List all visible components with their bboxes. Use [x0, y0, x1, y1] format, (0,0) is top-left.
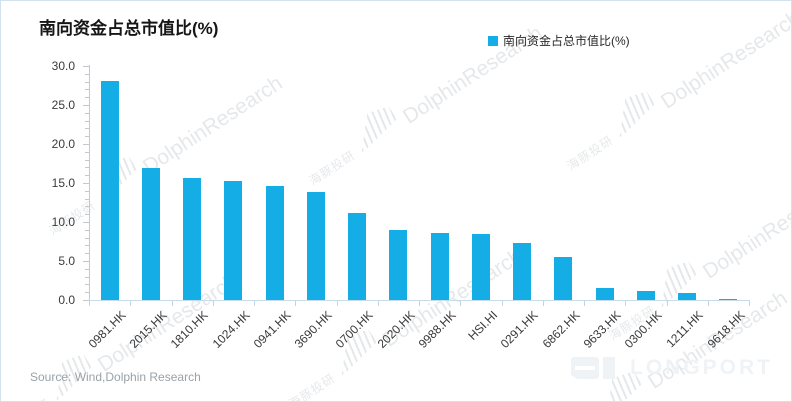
y-axis-minor-tick — [85, 237, 89, 239]
bar-0291.HK[interactable] — [513, 243, 532, 300]
y-axis-minor-tick — [85, 167, 89, 169]
x-axis-category-label: 9633.HK — [580, 308, 624, 351]
y-axis-tick-label: 20.0 — [51, 137, 75, 151]
y-axis-major-tick — [83, 300, 89, 301]
y-axis-minor-tick — [85, 89, 89, 91]
bar-6862.HK[interactable] — [554, 257, 573, 300]
x-axis-category-label: 0981.HK — [85, 308, 129, 351]
y-axis-minor-tick — [85, 268, 89, 270]
bar-1810.HK[interactable] — [183, 178, 202, 300]
y-axis-tick-label: 30.0 — [51, 59, 75, 73]
x-axis-tick — [295, 301, 297, 306]
longport-logo-icon — [571, 355, 617, 381]
y-axis-minor-tick — [85, 159, 89, 161]
bar-0300.HK[interactable] — [636, 291, 655, 300]
bar-2015.HK[interactable] — [141, 168, 160, 300]
bar-3690.HK[interactable] — [306, 192, 325, 300]
x-axis-category-label: 0941.HK — [250, 308, 294, 351]
x-axis-tick — [666, 301, 668, 306]
bar-0981.HK[interactable] — [100, 81, 119, 300]
y-axis-minor-tick — [85, 198, 89, 200]
x-axis-tick — [254, 301, 255, 306]
legend-swatch-icon — [488, 35, 498, 46]
bar-1211.HK[interactable] — [678, 293, 697, 300]
x-axis-tick — [89, 301, 90, 306]
y-axis-major-tick — [83, 105, 89, 106]
x-axis-tick — [749, 301, 750, 306]
x-axis-line — [89, 300, 750, 301]
bar-9633.HK[interactable] — [595, 288, 614, 300]
y-axis-minor-tick — [85, 136, 89, 138]
y-axis-tick-label: 10.0 — [51, 215, 75, 229]
y-axis-major-tick — [83, 66, 89, 67]
y-axis-tick-label: 15.0 — [51, 176, 75, 190]
y-axis-tick-label: 25.0 — [51, 98, 75, 112]
longport-wordmark: LONGPORT — [630, 356, 773, 379]
y-axis-minor-tick — [85, 253, 89, 255]
y-axis-tick-label: 0.0 — [58, 293, 75, 307]
source-note: Source: Wind,Dolphin Research — [30, 370, 201, 384]
x-axis-tick — [584, 301, 585, 306]
x-axis-category-label: 0291.HK — [498, 308, 542, 351]
bar-0941.HK[interactable] — [265, 186, 284, 300]
y-axis-minor-tick — [85, 284, 89, 286]
bar-9618.HK[interactable] — [719, 299, 738, 300]
y-axis-major-tick — [83, 222, 89, 223]
bar-1024.HK[interactable] — [224, 181, 243, 300]
y-axis-tick-label: 5.0 — [58, 254, 75, 268]
y-axis-minor-tick — [85, 128, 89, 130]
legend[interactable]: 南向资金占总市值比(%) — [488, 32, 630, 49]
legend-label: 南向资金占总市值比(%) — [503, 34, 630, 48]
x-axis-category-label: HSI.HI — [464, 308, 500, 343]
y-axis-major-tick — [83, 144, 89, 145]
y-axis-minor-tick — [85, 175, 89, 177]
y-axis-minor-tick — [85, 190, 89, 192]
y-axis-minor-tick — [85, 112, 89, 114]
y-axis-minor-tick — [85, 276, 89, 278]
x-axis-category-label: 6862.HK — [539, 308, 583, 351]
x-axis-category-label: 1810.HK — [168, 308, 212, 351]
bar-HSI.HI[interactable] — [471, 234, 490, 300]
x-axis-category-label: 9988.HK — [415, 308, 459, 351]
y-axis-minor-tick — [85, 245, 89, 247]
x-axis-tick — [625, 301, 627, 306]
y-axis-minor-tick — [85, 229, 89, 231]
bar-9988.HK[interactable] — [430, 233, 449, 300]
y-axis-minor-tick — [85, 151, 89, 153]
bar-2020.HK[interactable] — [389, 230, 408, 300]
x-axis-category-label: 3690.HK — [291, 308, 335, 351]
bar-0700.HK[interactable] — [348, 213, 367, 300]
y-axis-line — [89, 65, 90, 300]
y-axis-minor-tick — [85, 97, 89, 99]
x-axis-tick — [460, 301, 462, 306]
longport-branding: LONGPORT — [571, 355, 773, 381]
x-axis-category-label: 0700.HK — [333, 308, 377, 351]
x-axis-tick — [542, 301, 544, 306]
y-axis-minor-tick — [85, 206, 89, 208]
y-axis-major-tick — [83, 183, 89, 184]
x-axis-category-label: 2015.HK — [126, 308, 170, 351]
y-axis-minor-tick — [85, 120, 89, 122]
x-axis-tick — [212, 301, 214, 306]
y-axis-minor-tick — [85, 73, 89, 75]
x-axis-category-label: 0300.HK — [621, 308, 665, 351]
x-axis-tick — [419, 301, 420, 306]
y-axis-minor-tick — [85, 214, 89, 216]
x-axis-tick — [336, 301, 338, 306]
x-axis-category-label: 1024.HK — [209, 308, 253, 351]
x-axis-category-label: 1211.HK — [663, 308, 707, 351]
y-axis-minor-tick — [85, 81, 89, 83]
y-axis-major-tick — [83, 261, 89, 262]
x-axis-category-label: 2020.HK — [374, 308, 418, 351]
x-axis-tick — [501, 301, 503, 306]
x-axis-tick — [377, 301, 379, 306]
chart-title: 南向资金占总市值比(%) — [39, 19, 219, 38]
y-axis-minor-tick — [85, 292, 89, 294]
x-axis-category-label: 9618.HK — [704, 308, 748, 351]
x-axis-tick — [130, 301, 132, 306]
x-axis-tick — [707, 301, 709, 306]
x-axis-tick — [171, 301, 173, 306]
